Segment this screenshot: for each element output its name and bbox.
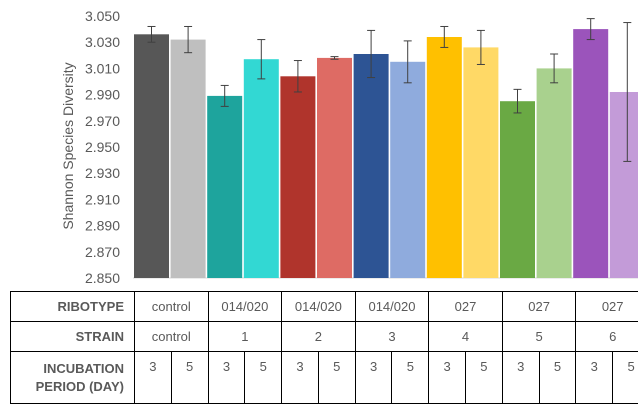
- incubation-row: INCUBATION PERIOD (DAY) 3 5 3 5 3 5 3 5 3…: [11, 352, 638, 404]
- y-tick-label: 2.970: [85, 113, 120, 129]
- incubation-header-line-1: INCUBATION: [43, 361, 124, 376]
- bar: [463, 47, 498, 278]
- ribotype-cell: 014/020: [208, 292, 282, 322]
- y-tick-label: 3.050: [85, 8, 120, 24]
- incubation-cell: 5: [466, 352, 503, 404]
- incubation-cell: 3: [429, 352, 466, 404]
- strain-cell: 6: [576, 322, 638, 352]
- bar: [500, 101, 535, 278]
- y-tick-label: 2.910: [85, 191, 120, 207]
- sample-table: RIBOTYPE control 014/020 014/020 014/020…: [10, 291, 638, 404]
- bar: [537, 68, 572, 278]
- strain-cell: 4: [429, 322, 503, 352]
- ribotype-cell: control: [135, 292, 209, 322]
- y-tick-label: 2.870: [85, 244, 120, 260]
- incubation-cell: 5: [245, 352, 282, 404]
- ribotype-cell: 014/020: [282, 292, 356, 322]
- y-tick-label: 2.890: [85, 218, 120, 234]
- ribotype-cell: 027: [576, 292, 638, 322]
- y-tick-label: 2.850: [85, 270, 120, 286]
- y-axis-label: Shannon Species Diversity: [60, 62, 76, 229]
- bar: [171, 40, 206, 278]
- strain-cell: 2: [282, 322, 356, 352]
- bar: [317, 58, 352, 278]
- incubation-cell: 5: [392, 352, 429, 404]
- bar: [134, 34, 169, 278]
- y-tick-label: 2.930: [85, 165, 120, 181]
- strain-cell: 3: [355, 322, 429, 352]
- incubation-header: INCUBATION PERIOD (DAY): [11, 352, 135, 404]
- bar: [610, 92, 638, 278]
- incubation-cell: 5: [318, 352, 355, 404]
- y-tick-label: 2.990: [85, 87, 120, 103]
- incubation-cell: 3: [576, 352, 613, 404]
- strain-header: STRAIN: [11, 322, 135, 352]
- y-tick-label: 3.010: [85, 60, 120, 76]
- incubation-header-line-2: PERIOD (DAY): [36, 379, 124, 394]
- bar: [354, 54, 389, 278]
- y-tick-label: 3.030: [85, 34, 120, 50]
- strain-cell: 5: [502, 322, 576, 352]
- incubation-cell: 5: [171, 352, 208, 404]
- bar: [244, 59, 279, 278]
- strain-cell: control: [135, 322, 209, 352]
- ribotype-cell: 027: [429, 292, 503, 322]
- y-tick-label: 2.950: [85, 139, 120, 155]
- incubation-cell: 5: [539, 352, 576, 404]
- incubation-cell: 3: [502, 352, 539, 404]
- bar: [390, 62, 425, 278]
- ribotype-row: RIBOTYPE control 014/020 014/020 014/020…: [11, 292, 638, 322]
- bar: [280, 76, 315, 278]
- bar: [573, 29, 608, 278]
- bar-chart: 3.050 3.030 3.010 2.990 2.970 2.950 2.930 2.910…: [0, 0, 638, 290]
- incubation-cell: 3: [355, 352, 392, 404]
- incubation-cell: 5: [613, 352, 638, 404]
- incubation-cell: 3: [282, 352, 319, 404]
- ribotype-header: RIBOTYPE: [11, 292, 135, 322]
- strain-cell: 1: [208, 322, 282, 352]
- bar: [207, 96, 242, 278]
- ribotype-cell: 027: [502, 292, 576, 322]
- strain-row: STRAIN control 1 2 3 4 5 6: [11, 322, 638, 352]
- incubation-cell: 3: [135, 352, 172, 404]
- ribotype-cell: 014/020: [355, 292, 429, 322]
- bar: [427, 37, 462, 278]
- incubation-cell: 3: [208, 352, 245, 404]
